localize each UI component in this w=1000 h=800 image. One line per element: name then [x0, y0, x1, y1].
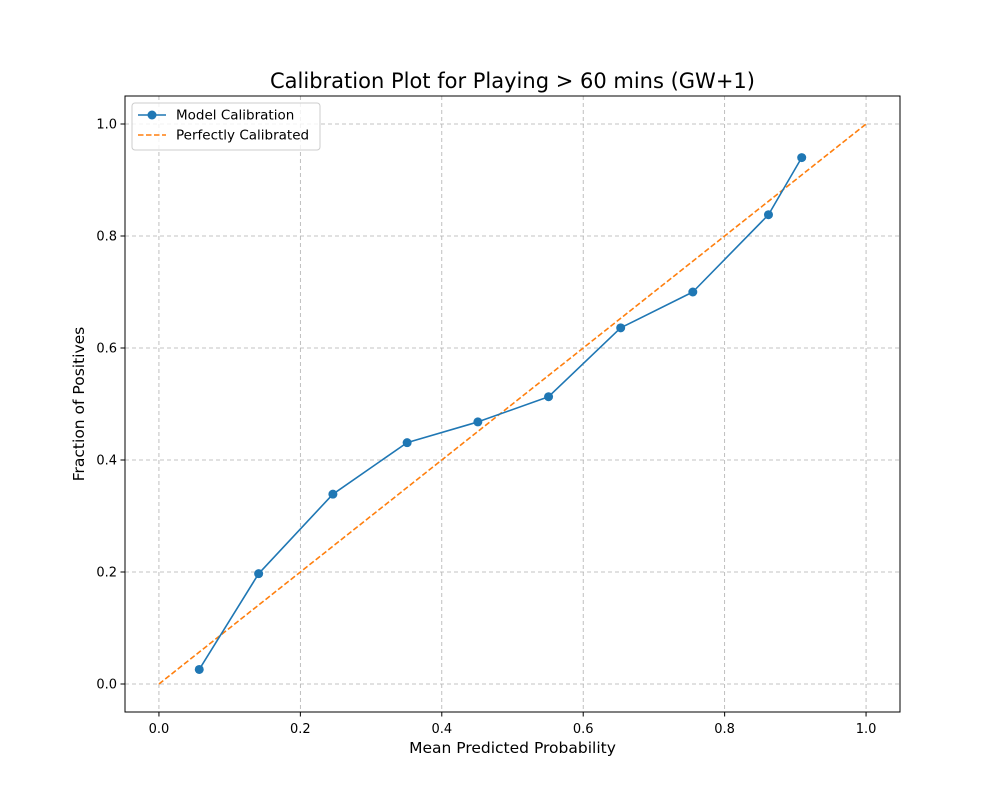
x-tick-label: 0.0: [149, 722, 170, 737]
y-tick-label: 0.6: [96, 342, 117, 357]
data-point-model-calibration: [254, 569, 264, 579]
legend-marker-model-calibration: [147, 110, 157, 120]
x-axis-title: Mean Predicted Probability: [409, 739, 616, 757]
y-tick-label: 0.2: [96, 566, 117, 581]
x-tick-label: 0.2: [290, 722, 311, 737]
y-tick-label: 0.8: [96, 230, 117, 245]
legend-label-perfectly-calibrated: Perfectly Calibrated: [176, 128, 309, 144]
y-tick-label: 0.0: [96, 678, 117, 693]
data-point-model-calibration: [797, 153, 807, 163]
data-point-model-calibration: [402, 438, 412, 448]
x-tick-label: 0.8: [714, 722, 735, 737]
data-point-model-calibration: [688, 287, 698, 297]
x-tick-label: 0.6: [573, 722, 594, 737]
x-axis: 0.0 0.2 0.4 0.6 0.8 1.0: [149, 712, 877, 737]
y-axis-title: Fraction of Positives: [70, 327, 88, 482]
x-tick-label: 1.0: [856, 722, 877, 737]
data-point-model-calibration: [194, 664, 204, 674]
grid: [125, 96, 900, 712]
legend-label-model-calibration: Model Calibration: [176, 108, 294, 124]
x-tick-label: 0.4: [431, 722, 452, 737]
data-point-model-calibration: [763, 210, 773, 220]
series-line-model-calibration: [198, 157, 803, 670]
data-point-model-calibration: [616, 323, 626, 333]
legend-box: [131, 102, 321, 151]
legend: Model Calibration Perfectly Calibrated: [131, 102, 321, 151]
data-point-model-calibration: [544, 392, 554, 402]
data-point-model-calibration: [473, 417, 483, 427]
y-tick-label: 0.4: [96, 454, 117, 469]
series-line-perfectly-calibrated: [158, 123, 867, 685]
series-layer: [158, 123, 867, 685]
data-point-model-calibration: [328, 489, 338, 499]
plot-frame: [124, 95, 901, 713]
chart-title: Calibration Plot for Playing > 60 mins (…: [270, 69, 755, 93]
y-tick-label: 1.0: [96, 118, 117, 133]
y-axis: 0.0 0.2 0.4 0.6 0.8 1.0: [96, 118, 125, 693]
